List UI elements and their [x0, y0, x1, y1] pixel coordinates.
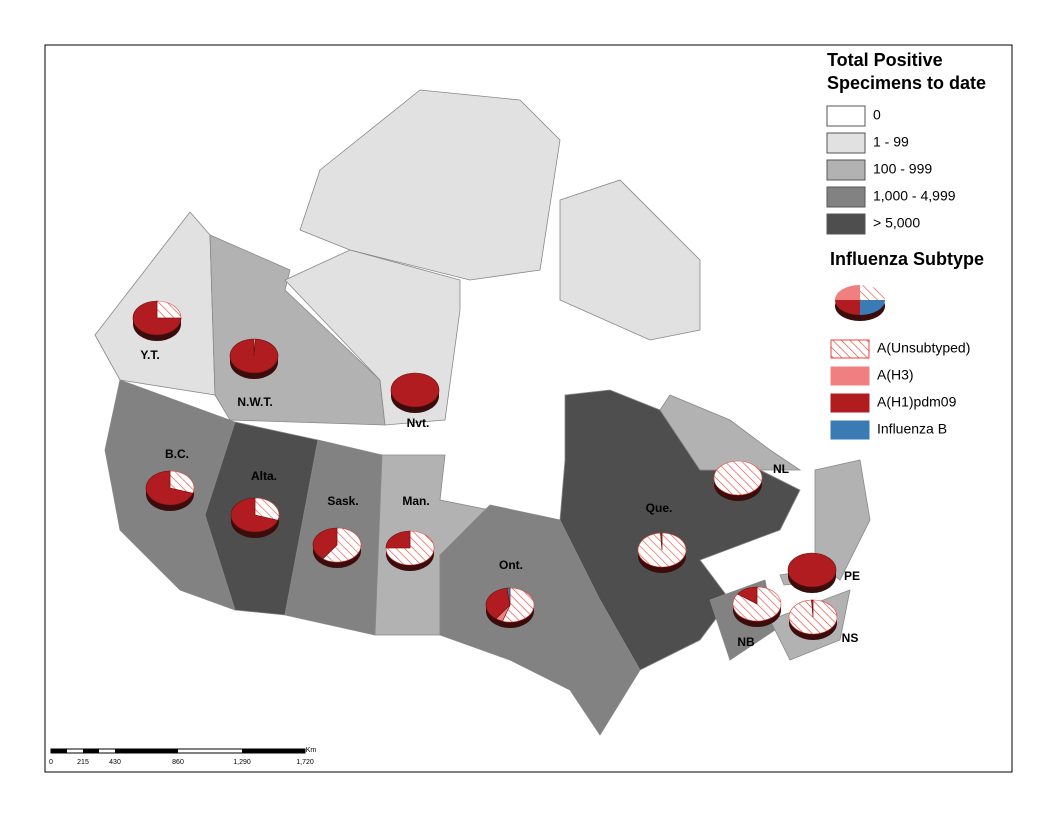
- legend-swatch: [826, 159, 866, 181]
- pie-slice: [156, 300, 182, 319]
- province-label: Alta.: [251, 469, 277, 483]
- scale-bar: 0 215 430 860 1,290 1,720 Km: [49, 747, 316, 766]
- province-label: Que.: [646, 501, 673, 515]
- subtype-label: A(Unsubtyped): [877, 340, 970, 356]
- subtype-swatch: [830, 339, 870, 359]
- legend-title: Specimens to date: [827, 73, 986, 93]
- scale-bar-segment: [242, 749, 305, 753]
- pie-slice: [502, 587, 535, 623]
- subtype-swatch: [830, 420, 870, 440]
- pie-slice: [322, 527, 362, 563]
- pie-slice: [385, 530, 435, 566]
- province-label: Man.: [402, 494, 429, 508]
- legend-label: > 5,000: [873, 215, 920, 231]
- province: [659, 394, 802, 471]
- pie-slice: [811, 599, 814, 618]
- pies: Y.T. N.W.T. Nvt. B.C. Alta. Sask. Man. Ont. Que.…: [132, 300, 860, 649]
- pie-slice: [312, 527, 338, 560]
- scale-label: 1,290: [233, 759, 251, 766]
- pie: [385, 530, 435, 571]
- pie-slice: [132, 300, 182, 336]
- pie: [229, 338, 279, 379]
- pie-slice: [485, 587, 511, 620]
- province-label: Nvt.: [407, 416, 430, 430]
- pie: [485, 587, 535, 628]
- pie-slice: [385, 530, 411, 549]
- pie-slice: [390, 372, 440, 408]
- legend-label: 0: [873, 107, 881, 123]
- pie-slice: [660, 532, 663, 551]
- province-label: NS: [842, 631, 859, 645]
- pie-slice: [145, 470, 194, 506]
- scale-bar-segment: [83, 749, 99, 753]
- pie-slice: [230, 497, 279, 533]
- scale-bar-segment: [115, 749, 178, 753]
- scale-label: 1,720: [296, 759, 314, 766]
- pie: [713, 460, 763, 501]
- pie-slice: [254, 497, 280, 521]
- scale-label: 430: [109, 759, 121, 766]
- subtype-label: Influenza B: [877, 421, 947, 437]
- province-label: N.W.T.: [237, 395, 272, 409]
- pie: [787, 552, 837, 593]
- subtype-title: Influenza Subtype: [830, 249, 984, 269]
- legend-swatch: [826, 132, 866, 154]
- pie-slice: [169, 470, 195, 494]
- pie: [390, 372, 440, 413]
- pie: [312, 527, 362, 568]
- province-label: NB: [737, 635, 755, 649]
- scale-label: 860: [172, 759, 184, 766]
- legend-label: 1,000 - 4,999: [873, 188, 956, 204]
- subtype-swatch: [830, 366, 870, 386]
- pie-slice: [787, 552, 837, 588]
- subtype-swatch: [830, 393, 870, 413]
- pie: [132, 300, 182, 341]
- province-label: Sask.: [327, 494, 358, 508]
- province-label: PE: [844, 569, 860, 583]
- subtype-label: A(H1)pdm09: [877, 394, 957, 410]
- legend-swatch: [826, 213, 866, 235]
- legend-label: 1 - 99: [873, 134, 909, 150]
- arctic-islands: [299, 89, 561, 281]
- subtype-label: A(H3): [877, 367, 914, 383]
- province-label: B.C.: [165, 447, 189, 461]
- legend-swatch: [826, 105, 866, 127]
- pie: [145, 470, 195, 511]
- province-label: Ont.: [499, 558, 523, 572]
- pie: [230, 497, 280, 538]
- pie: [637, 532, 687, 573]
- scale-unit: Km: [306, 747, 317, 754]
- pie: [732, 586, 782, 627]
- province: [814, 459, 871, 581]
- legend-label: 100 - 999: [873, 161, 932, 177]
- legend-swatch: [826, 186, 866, 208]
- province-label: NL: [773, 462, 789, 476]
- pie: [788, 599, 838, 640]
- baffin-island: [559, 179, 701, 341]
- scale-bar-segment: [51, 749, 67, 753]
- pie-slice: [713, 460, 763, 496]
- sample-pie: [835, 285, 885, 321]
- legend: Total Positive Specimens to date Influen…: [826, 50, 986, 440]
- pie-slice: [737, 586, 758, 605]
- province-label: Y.T.: [140, 348, 159, 362]
- pie-slice: [229, 338, 279, 374]
- pie-slice: [506, 587, 511, 606]
- scale-label: 0: [49, 759, 53, 766]
- legend-title: Total Positive: [827, 50, 943, 70]
- scale-label: 215: [77, 759, 89, 766]
